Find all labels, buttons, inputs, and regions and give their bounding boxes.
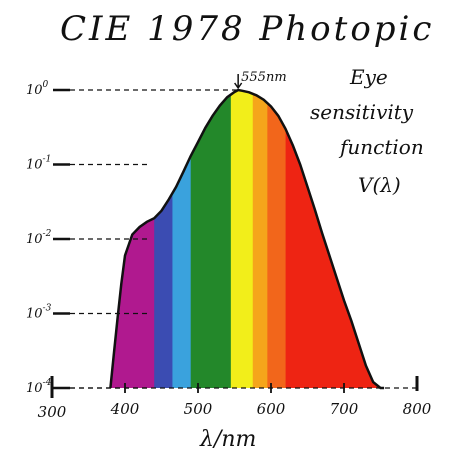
x-tick-label: 700 [330,400,359,418]
spectrum-band [267,90,287,388]
spectrum-band [230,90,254,388]
annotation-line: function [338,135,424,159]
y-tick-label: 10-1 [26,155,51,173]
spectrum-bands [110,90,385,388]
y-tick-label: 10-4 [26,378,52,396]
x-tick-label: 800 [403,400,432,418]
y-tick-label: 100 [26,80,49,98]
y-tick-label: 10-3 [26,304,52,322]
x-tick-label: 300 [38,403,67,421]
spectrum-band [190,90,232,388]
x-axis-ticks: 300 400 500 600 700 800 [38,376,432,421]
side-annotation: Eye sensitivity function V(λ) [310,65,424,197]
x-axis-label: λ/nm [199,427,256,452]
annotation-line: V(λ) [358,173,401,197]
x-tick-label: 500 [184,400,213,418]
spectrum-band [252,90,268,388]
y-axis-ticks: 100 10-1 10-2 10-3 10-4 [26,80,239,396]
x-tick-label: 400 [110,400,140,418]
peak-arrow-icon [234,74,243,90]
peak-label: 555nm [241,70,287,85]
spectrum-band [172,90,192,388]
y-tick-label: 10-2 [26,229,52,247]
peak-marker: 555nm [234,70,287,90]
chart-title: CIE 1978 Photopic [60,9,434,49]
annotation-line: Eye [349,65,388,89]
sensitivity-curve [109,88,385,390]
x-tick-label: 600 [257,400,286,418]
annotation-line: sensitivity [310,100,414,124]
